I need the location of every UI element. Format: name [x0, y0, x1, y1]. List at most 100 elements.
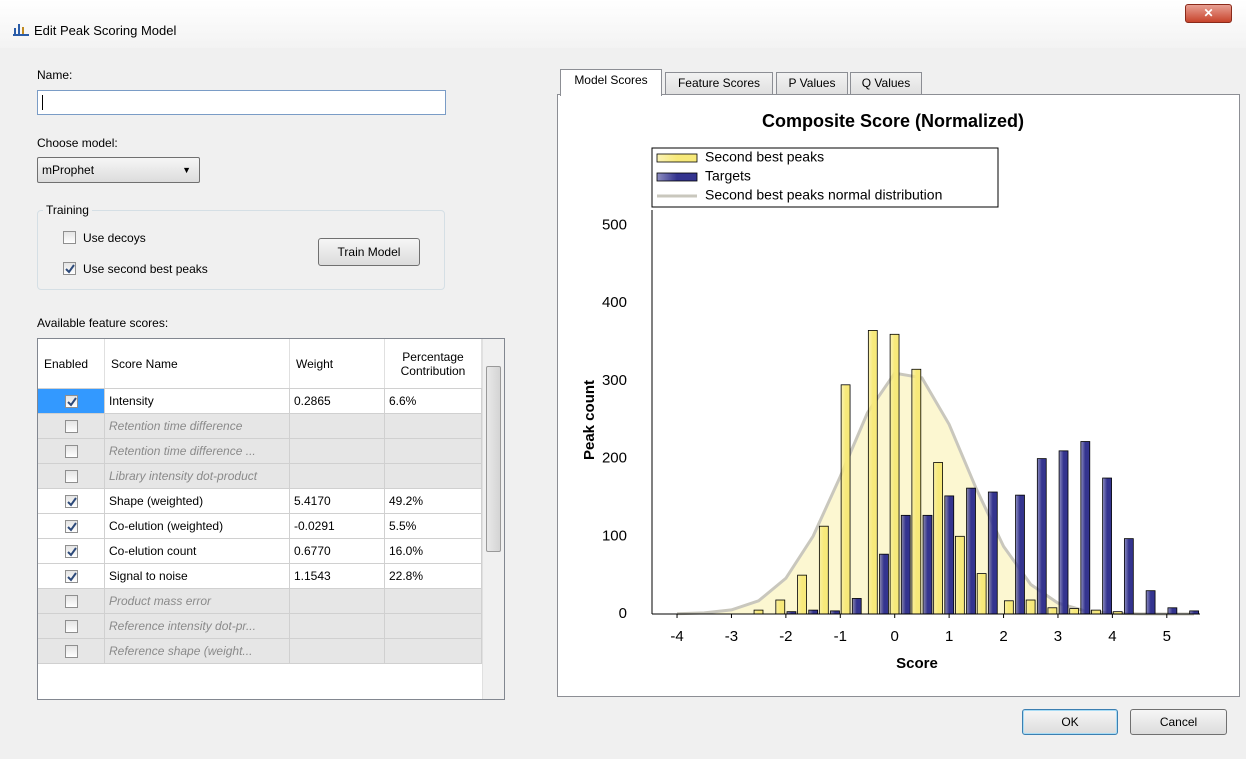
features-label: Available feature scores:: [37, 316, 169, 330]
table-row[interactable]: Shape (weighted) 5.4170 49.2%: [38, 489, 483, 514]
second-best-label: Use second best peaks: [83, 262, 208, 276]
training-group: [37, 210, 445, 290]
table-row[interactable]: Library intensity dot-product: [38, 464, 483, 489]
score-name: Intensity: [105, 389, 290, 414]
score-name: Reference intensity dot-pr...: [105, 614, 290, 639]
column-header: Weight: [290, 339, 385, 388]
score-name: Co-elution count: [105, 539, 290, 564]
x-tick-label: 1: [945, 628, 953, 645]
tab[interactable]: Model Scores: [560, 69, 662, 96]
table-row[interactable]: Signal to noise 1.1543 22.8%: [38, 564, 483, 589]
ok-button[interactable]: OK: [1022, 709, 1118, 735]
checkbox[interactable]: [65, 495, 78, 508]
legend-swatch: [656, 153, 698, 163]
feature-table: Enabled Score Name Weight Percentage Contri…: [37, 338, 505, 700]
enabled-cell: [38, 389, 105, 414]
train-button[interactable]: Train Model: [318, 238, 420, 266]
bar: [933, 462, 943, 615]
checkbox[interactable]: [65, 645, 78, 658]
model-label: Choose model:: [37, 136, 118, 150]
table-row[interactable]: Reference intensity dot-pr...: [38, 614, 483, 639]
contribution: [385, 464, 482, 489]
checkbox[interactable]: [65, 445, 78, 458]
y-tick-label: 400: [602, 294, 627, 311]
contribution: [385, 614, 482, 639]
x-tick-label: 2: [999, 628, 1007, 645]
scroll-thumb[interactable]: [486, 366, 501, 552]
bar: [1080, 441, 1091, 615]
x-tick-label: 0: [891, 628, 899, 645]
enabled-cell: [38, 414, 105, 439]
check-mark: [67, 572, 77, 582]
bar: [1015, 494, 1025, 615]
training-label: Training: [43, 203, 92, 217]
tab[interactable]: P Values: [776, 72, 848, 94]
checkbox[interactable]: [65, 520, 78, 533]
x-tick-label: -1: [834, 628, 847, 645]
table-row[interactable]: Retention time difference: [38, 414, 483, 439]
contribution: 16.0%: [385, 539, 482, 564]
chart-title: Composite Score (Normalized): [762, 111, 1024, 131]
checkbox[interactable]: [65, 595, 78, 608]
enabled-cell: [38, 514, 105, 539]
legend-swatch: [656, 172, 698, 182]
weight: [290, 439, 385, 464]
name-input[interactable]: [37, 90, 446, 115]
checkbox[interactable]: [65, 545, 78, 558]
tab[interactable]: Q Values: [850, 72, 922, 94]
table-row[interactable]: Product mass error: [38, 589, 483, 614]
bar: [1036, 458, 1047, 615]
score-name: Co-elution (weighted): [105, 514, 290, 539]
legend-box: [651, 147, 999, 208]
model-select[interactable]: mProphet ▼: [37, 157, 200, 183]
checkbox[interactable]: [65, 570, 78, 583]
bar: [808, 609, 819, 615]
table-row[interactable]: Co-elution (weighted) -0.0291 5.5%: [38, 514, 483, 539]
bar: [944, 495, 955, 615]
bar: [889, 333, 900, 615]
table-row[interactable]: Reference shape (weight...: [38, 639, 483, 664]
bar: [976, 573, 987, 615]
table-row[interactable]: Retention time difference ...: [38, 439, 483, 464]
bar: [1025, 599, 1036, 615]
scrollbar[interactable]: [482, 339, 504, 699]
weight: 1.1543: [290, 564, 385, 589]
x-tick-label: 4: [1108, 628, 1116, 645]
score-name: Retention time difference ...: [105, 439, 290, 464]
contribution: 22.8%: [385, 564, 482, 589]
table-row[interactable]: Co-elution count 0.6770 16.0%: [38, 539, 483, 564]
bar: [1058, 450, 1069, 615]
bar: [955, 535, 965, 615]
checkbox[interactable]: [65, 395, 78, 408]
legend-label: Second best peaks: [705, 149, 824, 165]
bar: [1145, 590, 1156, 615]
table-row[interactable]: Intensity 0.2865 6.6%: [38, 389, 483, 414]
enabled-cell: [38, 539, 105, 564]
checkbox[interactable]: [63, 231, 76, 244]
app-icon: [13, 24, 29, 36]
checkbox[interactable]: [65, 420, 78, 433]
x-axis-label: Score: [896, 655, 938, 672]
bar: [840, 384, 851, 615]
cancel-button[interactable]: Cancel: [1130, 709, 1227, 735]
contribution: [385, 589, 482, 614]
tab[interactable]: Feature Scores: [665, 72, 773, 94]
checkbox[interactable]: [65, 620, 78, 633]
weight: [290, 414, 385, 439]
checkbox[interactable]: [65, 470, 78, 483]
contribution: 49.2%: [385, 489, 482, 514]
contribution: 6.6%: [385, 389, 482, 414]
chart: Composite Score (Normalized) Score Peak …: [581, 111, 1200, 672]
bar: [911, 368, 922, 615]
legend-label: Second best peaks normal distribution: [705, 187, 942, 203]
column-header: Percentage Contribution: [385, 339, 482, 388]
check-mark: [67, 522, 77, 532]
bar: [753, 609, 764, 615]
enabled-cell: [38, 589, 105, 614]
bar: [922, 514, 933, 615]
contribution: 5.5%: [385, 514, 482, 539]
close-button[interactable]: ✕: [1185, 4, 1232, 23]
bar: [1102, 477, 1112, 615]
checkbox[interactable]: [63, 262, 76, 275]
